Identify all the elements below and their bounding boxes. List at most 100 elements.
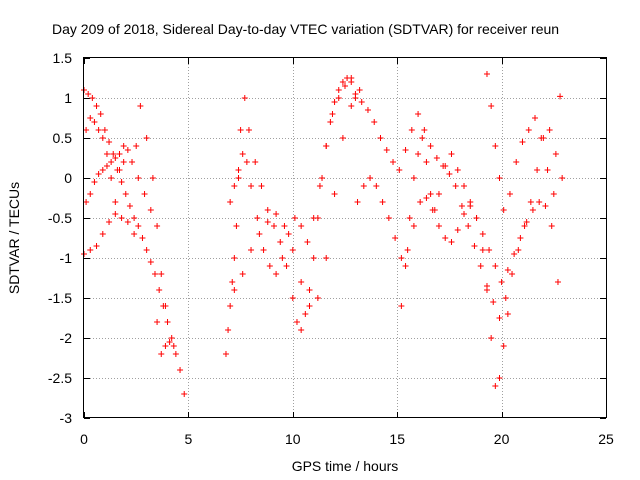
data-point: [106, 139, 113, 145]
y-tick-label: 0: [64, 170, 72, 186]
data-point: [354, 199, 361, 205]
data-point: [461, 211, 468, 217]
y-tick-label: -2.5: [48, 370, 72, 386]
data-point: [496, 315, 503, 321]
data-point: [177, 367, 184, 373]
data-point: [419, 135, 426, 141]
data-point: [500, 343, 507, 349]
data-point: [237, 127, 244, 133]
data-point: [398, 303, 405, 309]
data-point: [101, 127, 108, 133]
x-axis-label: GPS time / hours: [292, 458, 399, 474]
data-point: [519, 139, 526, 145]
x-tick-label: 10: [285, 431, 301, 447]
data-point: [348, 103, 355, 109]
data-point: [112, 199, 119, 205]
data-point: [87, 115, 94, 121]
x-tick-label: 15: [389, 431, 405, 447]
data-point: [91, 179, 98, 185]
data-point: [85, 91, 92, 97]
data-point: [143, 247, 150, 253]
data-point: [511, 251, 518, 257]
series-track-k: [483, 71, 564, 213]
data-point: [147, 207, 154, 213]
data-point: [95, 127, 102, 133]
x-tick-label: 5: [185, 431, 193, 447]
data-point: [513, 159, 520, 165]
data-point: [83, 199, 90, 205]
data-point: [122, 191, 129, 197]
data-point: [108, 175, 115, 181]
data-point: [406, 215, 413, 221]
data-point: [521, 223, 528, 229]
data-point: [383, 147, 390, 153]
y-tick-label: 1: [64, 90, 72, 106]
data-point: [110, 151, 117, 157]
data-point: [156, 287, 163, 293]
data-point: [181, 391, 188, 397]
data-point: [461, 183, 468, 189]
data-point: [304, 239, 311, 245]
data-point: [116, 167, 123, 173]
data-point: [91, 119, 98, 125]
data-point: [120, 159, 127, 165]
data-points: [81, 71, 566, 397]
data-point: [479, 247, 486, 253]
data-point: [557, 93, 564, 100]
data-point: [306, 287, 313, 293]
data-point: [536, 199, 543, 205]
data-point: [112, 155, 119, 161]
data-point: [133, 143, 140, 149]
data-point: [402, 263, 409, 269]
data-point: [87, 191, 94, 197]
data-point: [158, 351, 165, 357]
data-point: [108, 159, 115, 165]
data-point: [298, 223, 305, 229]
data-point: [166, 339, 173, 345]
series-track-e: [222, 75, 359, 357]
data-point: [298, 327, 305, 333]
data-point: [281, 223, 288, 229]
data-point: [97, 111, 104, 117]
data-point: [99, 231, 106, 237]
data-point: [490, 299, 497, 305]
data-point: [402, 147, 409, 153]
data-point: [467, 199, 474, 205]
data-point: [283, 263, 290, 269]
data-point: [492, 143, 499, 149]
data-point: [235, 167, 242, 173]
data-point: [473, 215, 480, 221]
data-point: [379, 199, 386, 205]
data-point: [377, 135, 384, 141]
data-point: [141, 191, 148, 197]
data-point: [245, 127, 252, 133]
data-point: [421, 127, 428, 133]
data-point: [327, 119, 334, 125]
data-point: [329, 111, 336, 117]
data-point: [227, 199, 234, 205]
data-point: [550, 191, 557, 197]
data-point: [241, 95, 248, 101]
data-point: [423, 195, 430, 201]
data-point: [496, 375, 503, 381]
data-point: [492, 383, 499, 389]
data-point: [147, 259, 154, 265]
data-point: [385, 215, 392, 221]
series-track-c: [83, 115, 177, 357]
y-tick-label: 1.5: [53, 50, 73, 66]
data-point: [248, 247, 255, 253]
data-point: [525, 127, 532, 133]
data-point: [229, 279, 236, 285]
data-point: [331, 99, 338, 105]
data-point: [415, 151, 422, 157]
data-point: [458, 203, 465, 209]
data-point: [103, 163, 110, 169]
data-point: [154, 319, 161, 325]
data-point: [448, 239, 455, 245]
data-point: [500, 207, 507, 213]
data-point: [231, 287, 238, 293]
data-point: [331, 191, 338, 197]
data-point: [118, 179, 125, 185]
data-point: [135, 223, 142, 229]
